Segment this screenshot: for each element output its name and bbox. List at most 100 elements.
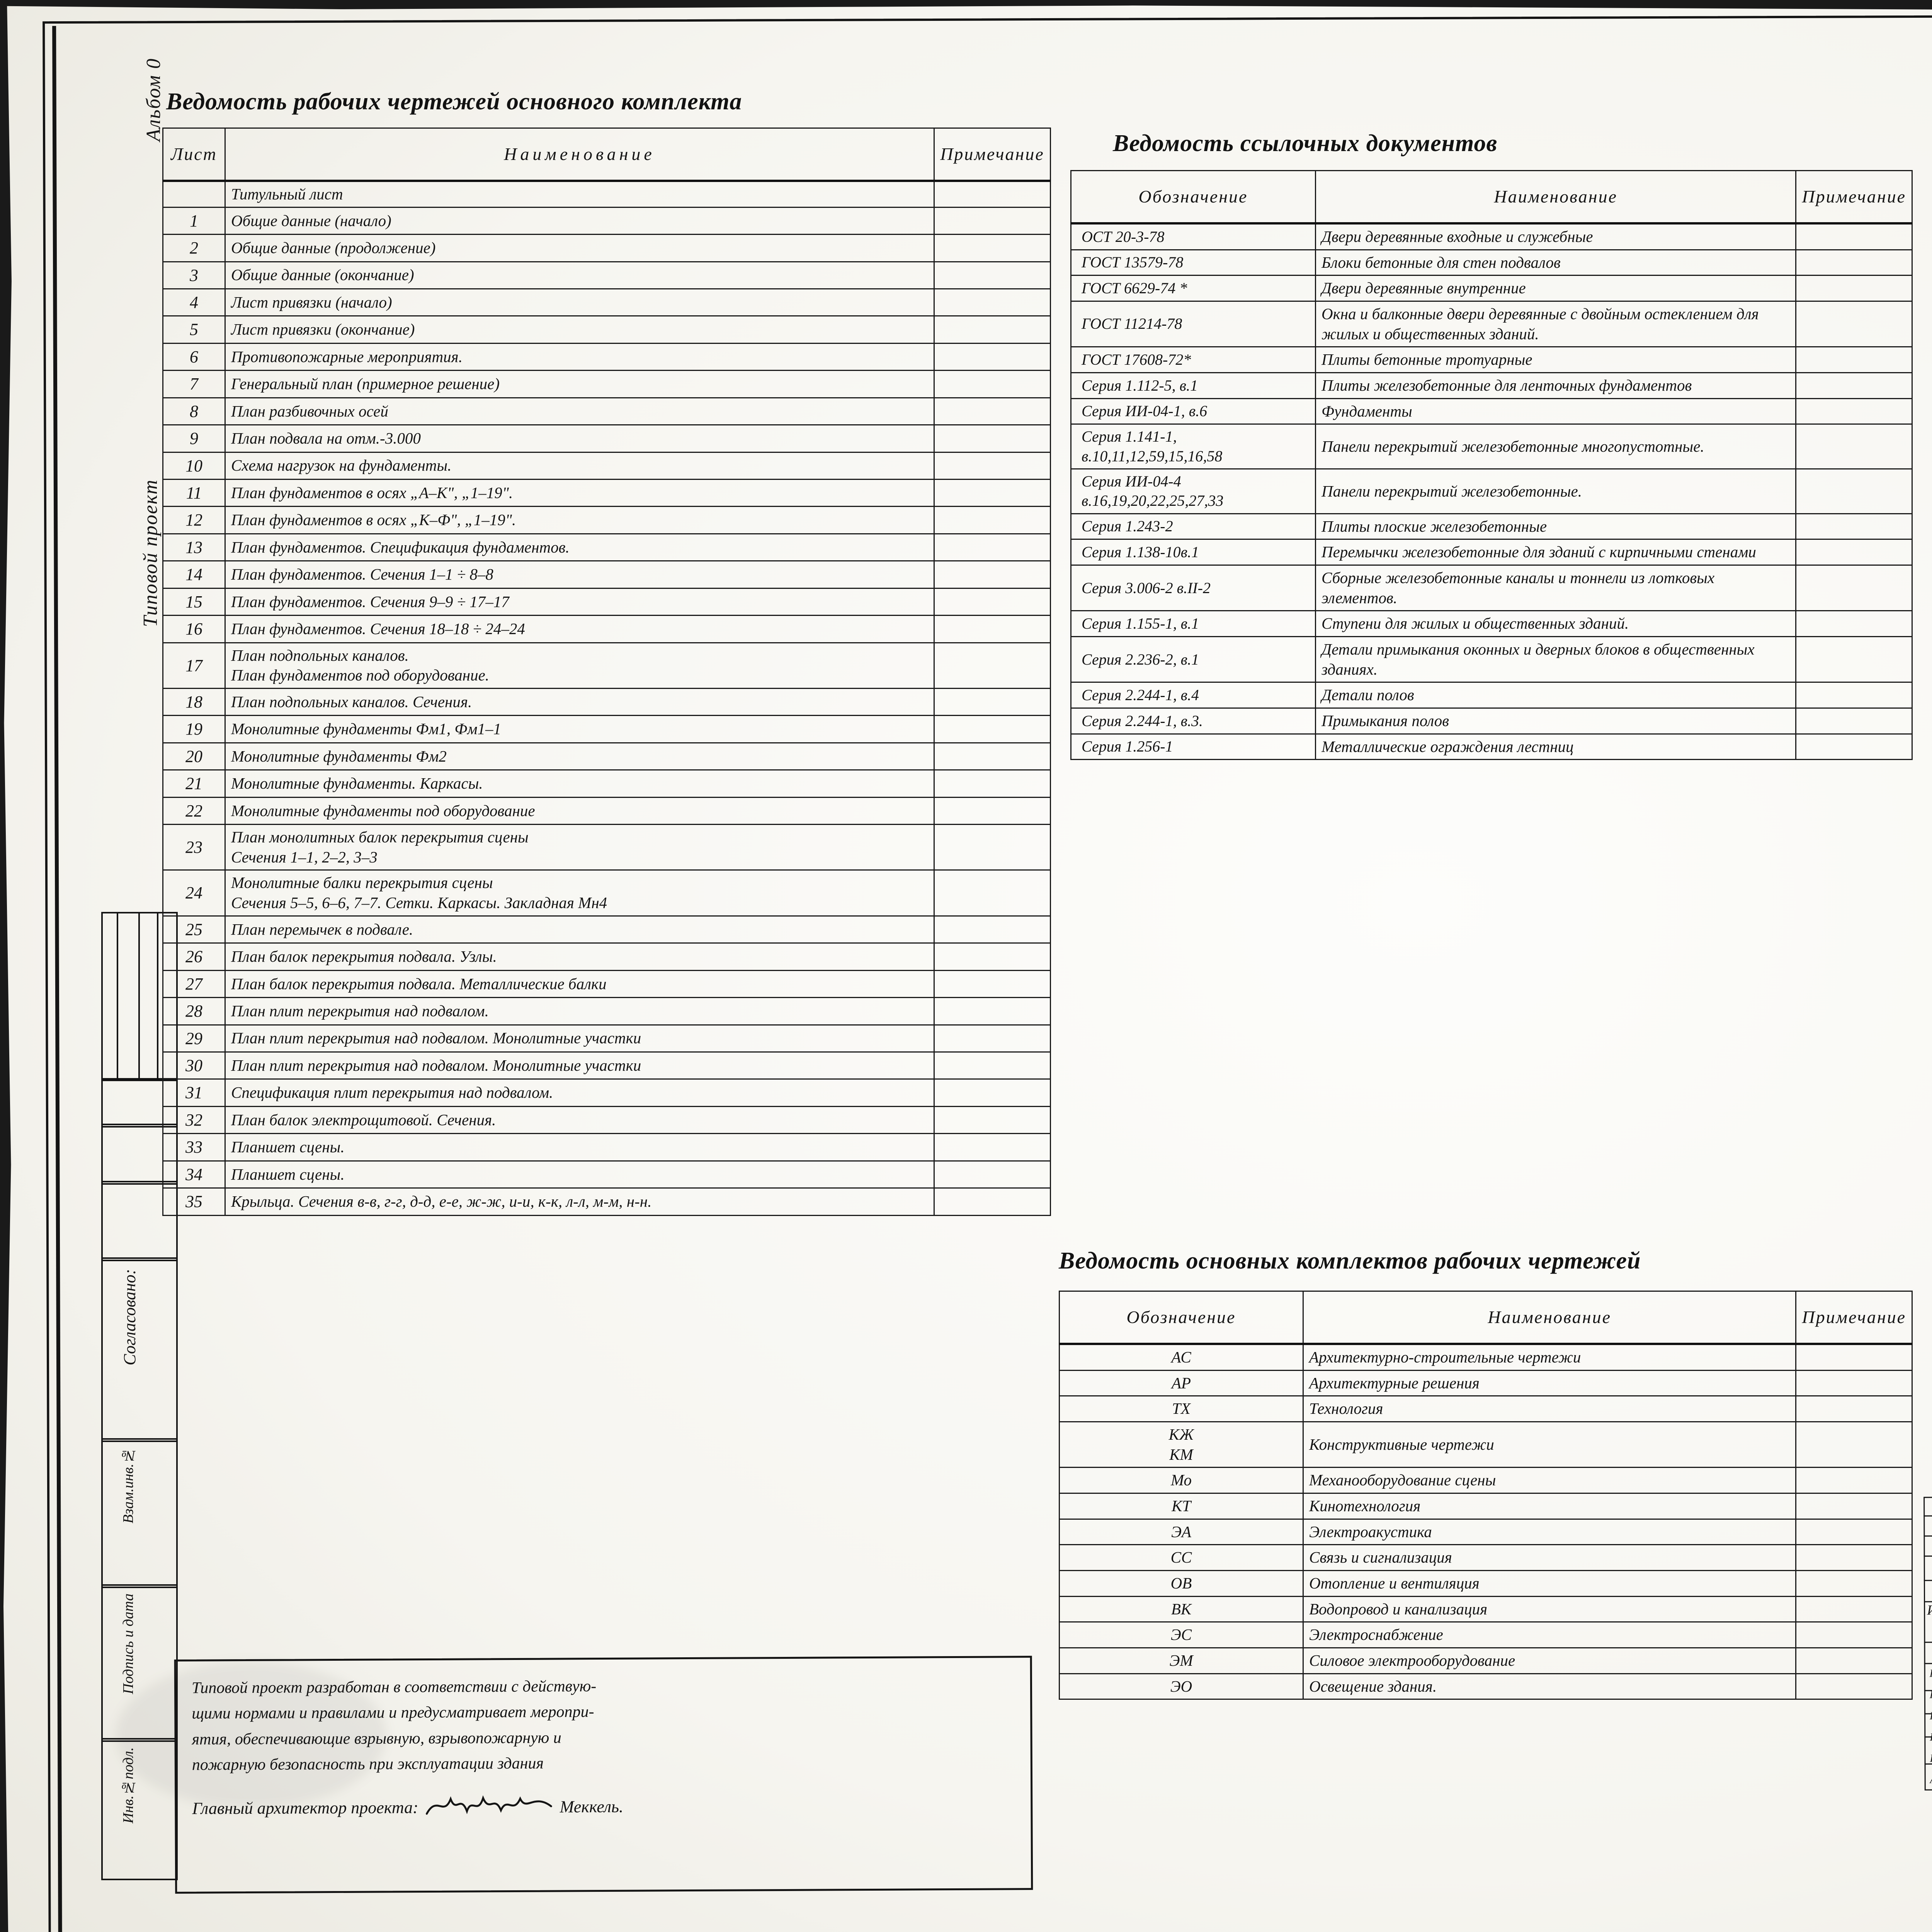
table-row: КЖ КМ Конструктивные чертежи	[1059, 1421, 1913, 1468]
cell-name: План балок электрощитовой. Сечения.	[224, 1105, 935, 1134]
cell-name: Панели перекрытий железобетонные.	[1315, 468, 1797, 514]
cell-name: Плиты плоские железобетонные	[1315, 513, 1797, 540]
col-header-code: Обозначение	[1059, 1291, 1304, 1345]
col-header-name: Наименование	[224, 128, 935, 182]
cell-sheet-number: 30	[162, 1051, 226, 1080]
table-row: 25 План перемычек в подвале.	[162, 915, 1051, 944]
soglasovano-label: Согласовано:	[120, 1269, 139, 1366]
cell-sheet-number: 23	[162, 824, 226, 871]
cell-name: Противопожарные мероприятия.	[224, 342, 935, 371]
cell-name: План разбивочных осей	[224, 397, 935, 426]
cell-note	[934, 1187, 1051, 1216]
cell-note	[1795, 372, 1913, 399]
cell-name: Фундаменты	[1315, 398, 1797, 425]
cell-note	[1795, 1570, 1913, 1597]
cell-name: План фундаментов в осях „А–К", „1–19".	[224, 479, 935, 507]
table-row: 22 Монолитные фундаменты под оборудование	[162, 796, 1051, 825]
margin-divider	[138, 912, 140, 1078]
cell-name: Общие данные (окончание)	[224, 261, 935, 289]
cell-sheet-number: 2	[162, 234, 226, 262]
table-row: Титульный лист	[162, 180, 1051, 208]
inv-podl-label: Инв.№подл.	[120, 1747, 136, 1824]
cell-name: Освещение здания.	[1302, 1673, 1797, 1700]
table-row: 1 Общие данные (начало)	[162, 206, 1051, 235]
cell-sheet-number: 16	[162, 615, 226, 643]
cell-name: Блоки бетонные для стен подвалов	[1315, 249, 1797, 276]
cell-name: Архитектурно-строительные чертежи	[1302, 1343, 1797, 1371]
table-row: 33 Планшет сцены.	[162, 1133, 1051, 1162]
cell-name: Крыльца. Сечения в-в, г-г, д-д, е-е, ж-ж…	[224, 1187, 935, 1216]
cell-sheet-number: 27	[162, 969, 226, 998]
cell-note	[1795, 1518, 1913, 1546]
reference-docs-title: Ведомость ссылочных документов	[1113, 130, 1498, 156]
cell-sheet-number: 1	[162, 206, 226, 235]
cell-sheet-number: 21	[162, 769, 226, 798]
cell-note	[934, 451, 1051, 480]
cell-name: План фундаментов. Сечения 1–1 ÷ 8–8	[224, 560, 935, 589]
drawings-list-title: Ведомость рабочих чертежей основного ком…	[166, 88, 742, 115]
cell-name: Монолитные фундаменты Фм2	[224, 742, 935, 771]
table-row: 9 План подвала на отм.-3.000	[162, 424, 1051, 453]
col-header-name: Наименование	[1302, 1291, 1797, 1345]
table-row: 15 План фундаментов. Сечения 9–9 ÷ 17–17	[162, 587, 1051, 616]
margin-divider	[157, 912, 158, 1078]
cell-designation: ТХ	[1059, 1395, 1304, 1422]
cell-note	[934, 587, 1051, 616]
col-header-note: Примечание	[934, 128, 1051, 182]
cell-designation: Серия 1.141-1, в.10,11,12,59,15,16,58	[1070, 423, 1316, 470]
cell-note	[934, 769, 1051, 798]
cell-sheet-number: 18	[162, 687, 226, 716]
cell-name: Двери деревянные входные и служебные	[1315, 223, 1797, 250]
cell-note	[934, 1078, 1051, 1107]
cell-note	[934, 315, 1051, 344]
table-row: ЭА Электроакустика	[1059, 1518, 1913, 1546]
cell-name: Кинотехнология	[1302, 1492, 1797, 1520]
cell-note	[1795, 539, 1913, 566]
col-header-code: Обозначение	[1070, 170, 1316, 224]
cell-note	[934, 506, 1051, 534]
cell-note	[934, 424, 1051, 453]
cell-note	[1795, 1395, 1913, 1422]
table-row: Серия ИИ-04-1, в.6 Фундаменты	[1070, 398, 1913, 425]
table-row: 16 План фундаментов. Сечения 18–18 ÷ 24–2…	[162, 615, 1051, 643]
cell-name: План фундаментов в осях „К–Ф", „1–19".	[224, 506, 935, 534]
cell-sheet-number: 10	[162, 451, 226, 480]
cell-name: Плиты железобетонные для ленточных фунда…	[1315, 372, 1797, 399]
table-row: 12 План фундаментов в осях „К–Ф", „1–19".	[162, 506, 1051, 534]
cell-sheet-number: 25	[162, 915, 226, 944]
role-label-5: Архитект.	[1930, 1773, 1932, 1786]
cell-designation: Серия 3.006-2 в.II-2	[1070, 565, 1316, 612]
table-row: Серия 1.256-1 Металлические ограждения ле…	[1070, 733, 1913, 760]
cell-name: План фундаментов. Сечения 9–9 ÷ 17–17	[224, 587, 935, 616]
cell-name: План монолитных балок перекрытия сцены Се…	[224, 824, 935, 871]
cell-note	[1795, 610, 1913, 638]
cell-note	[934, 479, 1051, 507]
cell-sheet-number: 24	[162, 869, 226, 917]
cell-name: Архитектурные решения	[1302, 1369, 1797, 1397]
role-label-4: Рук.гр.	[1930, 1752, 1932, 1765]
table-row: АС Архитектурно-строительные чертежи	[1059, 1343, 1913, 1371]
cell-note	[934, 234, 1051, 262]
cell-note	[1795, 565, 1913, 612]
cell-sheet-number: 6	[162, 342, 226, 371]
cell-designation: Серия ИИ-04-1, в.6	[1070, 398, 1316, 425]
role-label-3: Гл.констр.	[1930, 1731, 1932, 1743]
cell-designation: Мо	[1059, 1467, 1304, 1494]
reference-docs-body: ОСТ 20-3-78 Двери деревянные входные и сл…	[1070, 223, 1913, 760]
cell-sheet-number: 26	[162, 942, 226, 971]
table-row: 14 План фундаментов. Сечения 1–1 ÷ 8–8	[162, 560, 1051, 589]
table-row: Серия 2.244-1, в.3. Примыкания полов	[1070, 707, 1913, 735]
cell-sheet-number: 33	[162, 1133, 226, 1162]
cell-name: План подпольных каналов. План фундаментов…	[224, 642, 935, 689]
table-row: ГОСТ 13579-78 Блоки бетонные для стен под…	[1070, 249, 1913, 276]
cell-name: Двери деревянные внутренние	[1315, 275, 1797, 302]
cell-sheet-number: 32	[162, 1105, 226, 1134]
table-row: 8 План разбивочных осей	[162, 397, 1051, 426]
table-row: ГОСТ 11214-78 Окна и балконные двери дере…	[1070, 300, 1913, 348]
title-block: Инв. № Нормоконтр.ВавиловаВавГАПМеккельМ…	[1923, 1494, 1932, 1918]
table-row: Мо Механооборудование сцены	[1059, 1467, 1913, 1494]
cell-note	[1795, 682, 1913, 709]
cell-name: План фундаментов. Сечения 18–18 ÷ 24–24	[224, 615, 935, 643]
table-row: 24 Монолитные балки перекрытия сцены Сечен…	[162, 869, 1051, 917]
